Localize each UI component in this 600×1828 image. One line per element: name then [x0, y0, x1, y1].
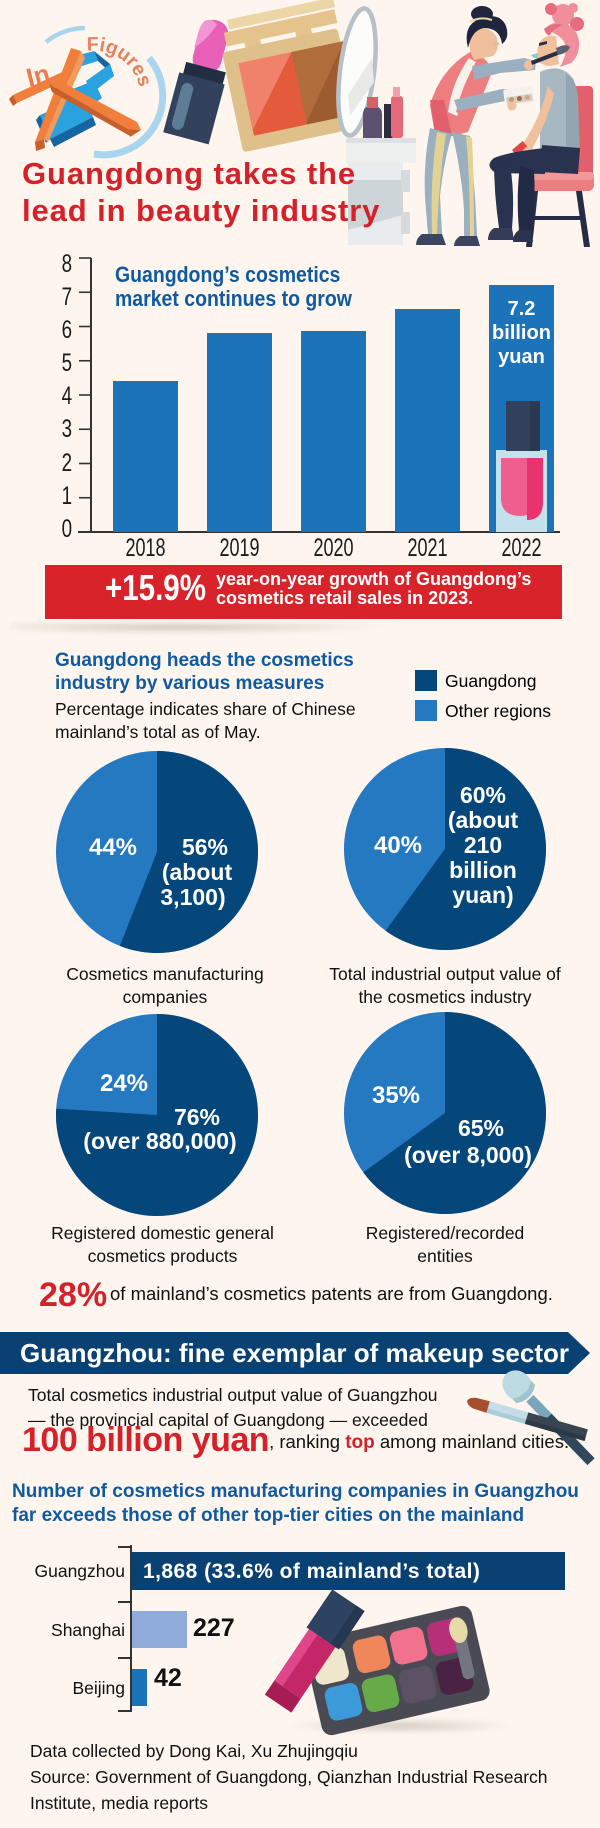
svg-text:billion: billion: [449, 857, 517, 883]
svg-text:40%: 40%: [374, 832, 422, 859]
svg-text:(about: (about: [448, 807, 519, 833]
svg-text:210: 210: [464, 832, 502, 858]
svg-text:In: In: [23, 58, 53, 93]
svg-text:(over 8,000): (over 8,000): [404, 1142, 532, 1168]
svg-text:56%: 56%: [182, 834, 228, 860]
svg-text:24%: 24%: [100, 1070, 148, 1097]
svg-text:65%: 65%: [458, 1115, 504, 1141]
svg-text:(over 880,000): (over 880,000): [83, 1128, 236, 1154]
svg-text:3,100): 3,100): [160, 884, 225, 910]
svg-text:60%: 60%: [460, 782, 506, 808]
svg-text:44%: 44%: [89, 834, 137, 861]
svg-text:yuan): yuan): [452, 882, 513, 908]
svg-text:(about: (about: [162, 859, 233, 885]
svg-text:35%: 35%: [372, 1082, 420, 1109]
svg-text:76%: 76%: [174, 1104, 220, 1130]
